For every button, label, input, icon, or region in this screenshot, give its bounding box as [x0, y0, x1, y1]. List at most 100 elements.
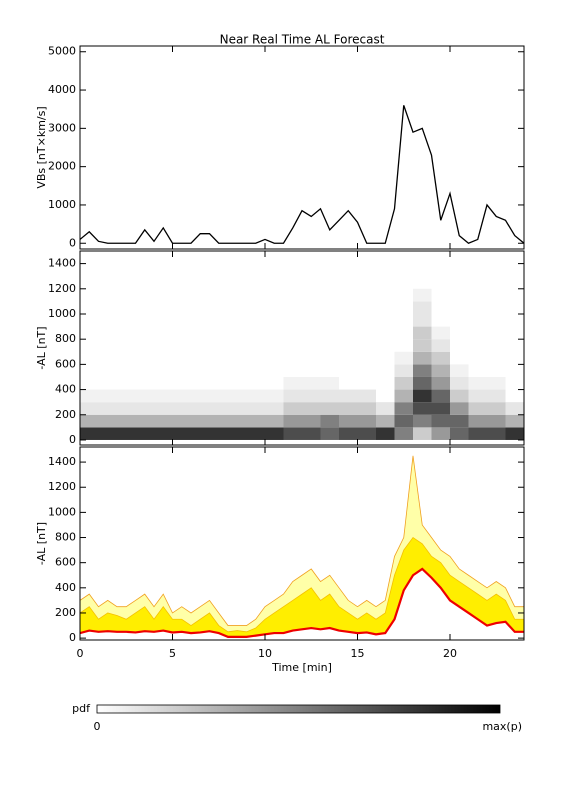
heatmap-cell: [172, 389, 191, 403]
heatmap-cell: [283, 414, 302, 428]
heatmap-cell: [117, 402, 136, 415]
x-axis-label: Time [min]: [271, 661, 332, 674]
y-tick-label: 4000: [48, 83, 76, 96]
heatmap-cell: [394, 402, 413, 415]
heatmap-cell: [413, 301, 432, 314]
heatmap-cell: [413, 389, 432, 403]
heatmap-cell: [468, 414, 487, 428]
x-tick-label: 5: [169, 647, 176, 660]
heatmap-cell: [468, 427, 487, 440]
heatmap-cell: [450, 402, 469, 415]
quantile-band: [80, 455, 524, 637]
heatmap-cell: [413, 427, 432, 440]
heatmap-cell: [468, 376, 487, 390]
heatmap-cell: [450, 427, 469, 440]
heatmap-cell: [431, 351, 450, 365]
heatmap-cell: [320, 402, 339, 415]
heatmap-cell: [135, 414, 154, 428]
heatmap-cell: [487, 376, 506, 390]
heatmap-cell: [283, 376, 302, 390]
heatmap-cell: [98, 414, 117, 428]
heatmap-cell: [154, 427, 173, 440]
plot-frame: [79, 250, 525, 446]
y-tick-label: 3000: [48, 121, 76, 134]
heatmap-cell: [468, 402, 487, 415]
heatmap-cell: [487, 414, 506, 428]
y-axis-label: VBs [nT×km/s]: [35, 106, 48, 188]
data-line: [80, 105, 524, 245]
heatmap-cell: [283, 402, 302, 415]
y-tick-label: 1400: [48, 257, 76, 270]
heatmap-cell: [339, 389, 358, 403]
y-tick-label: 200: [55, 408, 76, 421]
heatmap-cell: [80, 389, 99, 403]
heatmap-cell: [413, 376, 432, 390]
heatmap-cell: [431, 376, 450, 390]
x-tick-label: 10: [258, 647, 272, 660]
y-tick-label: 600: [55, 556, 76, 569]
colorbar: [96, 704, 501, 714]
heatmap-cell: [487, 427, 506, 440]
heatmap-cell: [228, 389, 247, 403]
y-tick-label: 1400: [48, 455, 76, 468]
heatmap-cell: [468, 389, 487, 403]
heatmap-cell: [505, 414, 524, 428]
heatmap-cell: [191, 402, 210, 415]
heatmap-cell: [154, 389, 173, 403]
y-tick-label: 0: [69, 236, 76, 249]
heatmap-cell: [265, 414, 284, 428]
heatmap-cell: [339, 414, 358, 428]
y-tick-label: 1200: [48, 282, 76, 295]
heatmap-cell: [450, 376, 469, 390]
colorbar-max-label: max(p): [482, 720, 522, 733]
heatmap-cell: [487, 402, 506, 415]
heatmap-cell: [394, 364, 413, 377]
heatmap-cell: [431, 402, 450, 415]
heatmap-cell: [228, 427, 247, 440]
heatmap-cell: [246, 414, 265, 428]
heatmap-cell: [135, 427, 154, 440]
band-edge: [80, 455, 524, 626]
heatmap-cell: [320, 376, 339, 390]
chart-title: Near Real Time AL Forecast: [220, 33, 385, 47]
heatmap-cell: [413, 351, 432, 365]
heatmap-cell: [431, 427, 450, 440]
heatmap-cell: [413, 364, 432, 377]
heatmap-cell: [117, 414, 136, 428]
heatmap-cell: [265, 389, 284, 403]
heatmap-cell: [431, 326, 450, 340]
heatmap-cell: [209, 389, 228, 403]
heatmap-cell: [228, 414, 247, 428]
heatmap-cell: [431, 364, 450, 377]
heatmap-cell: [357, 414, 376, 428]
heatmap-cell: [172, 402, 191, 415]
y-tick-label: 600: [55, 357, 76, 370]
heatmap-cell: [431, 339, 450, 352]
y-tick-label: 1000: [48, 198, 76, 211]
y-tick-label: 400: [55, 383, 76, 396]
heatmap-cell: [376, 402, 395, 415]
heatmap-cell: [302, 389, 321, 403]
heatmap-cell: [357, 389, 376, 403]
x-tick-label: 0: [77, 647, 84, 660]
heatmap-cell: [191, 414, 210, 428]
heatmap-cell: [265, 402, 284, 415]
y-tick-label: 1000: [48, 307, 76, 320]
y-tick-label: 800: [55, 332, 76, 345]
y-tick-label: 0: [69, 433, 76, 446]
heatmap-cell: [394, 376, 413, 390]
heatmap-cell: [413, 288, 432, 302]
heatmap-cell: [80, 402, 99, 415]
heatmap-cell: [191, 427, 210, 440]
heatmap-cell: [191, 389, 210, 403]
heatmap-cell: [302, 414, 321, 428]
heatmap-cell: [154, 402, 173, 415]
heatmap-cell: [450, 389, 469, 403]
heatmap-cell: [302, 402, 321, 415]
y-axis-label: -AL [nT]: [35, 522, 48, 565]
y-tick-label: 1000: [48, 505, 76, 518]
heatmap-cell: [450, 364, 469, 377]
heatmap-cell: [339, 427, 358, 440]
heatmap-cell: [283, 427, 302, 440]
